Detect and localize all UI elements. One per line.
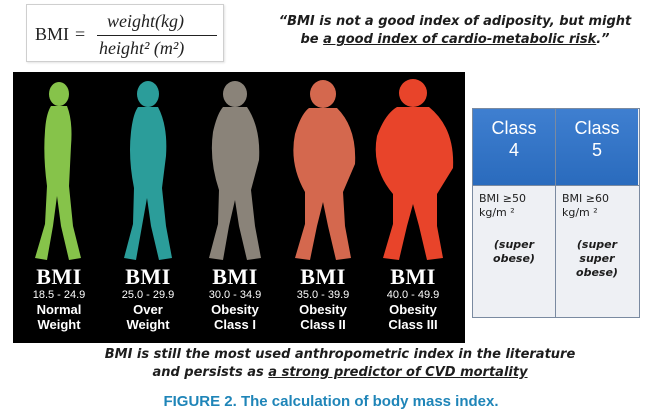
silhouette-obesity-class-3 xyxy=(375,79,454,260)
class-5-criterion: BMI ≥60 kg/m ² xyxy=(556,186,638,220)
figure-shape xyxy=(209,81,261,260)
class-5-criterion-line-2: kg/m ² xyxy=(562,206,598,219)
figure-shape xyxy=(293,80,356,260)
silhouette-over-weight xyxy=(124,81,172,260)
class-5-header-word: Class xyxy=(574,118,620,138)
bmi-range: 30.0 - 34.9 xyxy=(208,289,262,301)
class-4-header-word: Class xyxy=(491,118,537,138)
quote-line-1: “BMI is not a good index of adiposity, b… xyxy=(278,14,632,29)
bmi-heading: BMI xyxy=(390,264,436,289)
bmi-heading: BMI xyxy=(36,264,82,289)
label-obesity-class-1: BMI 30.0 - 34.9 Obesity Class I xyxy=(190,264,280,333)
class-4-description-line-1: (super xyxy=(493,238,535,251)
class-4-criterion-line-2: kg/m ² xyxy=(479,206,515,219)
quote-line-2: be a good index of cardio-metabolic risk… xyxy=(262,31,648,49)
formula-denominator: height² (m²) xyxy=(99,38,185,58)
class-5-description-line-1: (super xyxy=(576,238,618,251)
silhouette-head xyxy=(310,80,336,108)
label-over-weight: BMI 25.0 - 29.9 Over Weight xyxy=(103,264,193,333)
class-4-cell: BMI ≥50 kg/m ² (super obese) xyxy=(473,186,555,317)
extra-obesity-classes-table: Class 4 Class 5 BMI ≥50 kg/m ² (super ob… xyxy=(472,108,640,318)
figure-caption: FIGURE 2. The calculation of body mass i… xyxy=(163,393,499,410)
figure-shape xyxy=(375,79,454,260)
bmi-category-line-2: Weight xyxy=(126,317,170,332)
figure-shape xyxy=(35,82,81,260)
silhouette-obesity-class-1 xyxy=(209,81,261,260)
bmi-category-line-2: Class II xyxy=(300,317,346,332)
fraction-bar xyxy=(97,35,217,36)
label-obesity-class-3: BMI 40.0 - 49.9 Obesity Class III xyxy=(368,264,458,333)
silhouette-body xyxy=(124,107,172,260)
silhouette-normal-weight xyxy=(35,82,81,260)
silhouette-body xyxy=(209,107,261,260)
formula-equals: = xyxy=(75,24,86,44)
formula-lhs: BMI xyxy=(35,24,70,44)
bottom-statement-line-2: and persists as a strong predictor of CV… xyxy=(40,364,640,382)
bmi-category-line-2: Class III xyxy=(388,317,438,332)
silhouette-head xyxy=(399,79,427,107)
bmi-heading: BMI xyxy=(212,264,258,289)
bmi-heading: BMI xyxy=(125,264,171,289)
bmi-range: 35.0 - 39.9 xyxy=(296,289,350,301)
figure-shape xyxy=(124,81,172,260)
class-5-header-number: 5 xyxy=(591,140,602,160)
bmi-category-line-1: Obesity xyxy=(389,302,437,317)
class-4-criterion: BMI ≥50 kg/m ² xyxy=(473,186,555,220)
silhouette-head xyxy=(49,82,69,106)
bmi-category-line-1: Normal xyxy=(36,302,82,317)
class-5-description-line-2: super xyxy=(579,252,615,265)
class-4-description-line-2: obese) xyxy=(493,252,535,265)
bottom-statement: BMI is still the most used anthropometri… xyxy=(40,346,640,382)
silhouette-head xyxy=(223,81,247,107)
class-4-header: Class 4 xyxy=(473,109,555,185)
formula-numerator: weight(kg) xyxy=(107,11,184,31)
class-5-header: Class 5 xyxy=(556,109,638,185)
bmi-formula-box: BMI = weight(kg) height² (m²) xyxy=(26,4,224,62)
bottom-statement-underlined-text: a strong predictor of CVD mortality xyxy=(268,365,528,380)
label-obesity-class-2: BMI 35.0 - 39.9 Obesity Class II xyxy=(278,264,368,333)
label-normal-weight: BMI 18.5 - 24.9 Normal Weight xyxy=(14,264,104,333)
silhouette-body xyxy=(375,107,454,260)
bmi-category-line-1: Over xyxy=(133,302,163,317)
bmi-range: 40.0 - 49.9 xyxy=(386,289,440,301)
bmi-category-line-1: Obesity xyxy=(299,302,347,317)
class-4-header-number: 4 xyxy=(508,140,519,160)
bmi-category-line-2: Weight xyxy=(37,317,81,332)
bmi-range: 25.0 - 29.9 xyxy=(121,289,175,301)
adiposity-quote: “BMI is not a good index of adiposity, b… xyxy=(262,13,648,49)
table-column-divider xyxy=(555,109,556,317)
class-4-description: (super obese) xyxy=(473,238,555,266)
bottom-statement-line-2-prefix: and persists as xyxy=(152,365,269,380)
silhouette-obesity-class-2 xyxy=(293,80,356,260)
silhouette-body xyxy=(35,106,81,260)
class-4-criterion-line-1: BMI ≥50 xyxy=(479,192,526,205)
bmi-category-line-1: Obesity xyxy=(211,302,259,317)
bmi-heading: BMI xyxy=(300,264,346,289)
class-5-description-line-3: obese) xyxy=(576,266,618,279)
quote-underlined-text: a good index of cardio-metabolic risk xyxy=(323,32,597,47)
table-row-divider xyxy=(473,185,639,186)
quote-line-2-prefix: be xyxy=(300,32,324,47)
class-5-criterion-line-1: BMI ≥60 xyxy=(562,192,609,205)
silhouette-body xyxy=(293,108,356,260)
class-5-cell: BMI ≥60 kg/m ² (super super obese) xyxy=(556,186,638,317)
bmi-range: 18.5 - 24.9 xyxy=(32,289,86,301)
class-5-description: (super super obese) xyxy=(556,238,638,280)
bmi-category-line-2: Class I xyxy=(214,317,256,332)
quote-line-2-suffix: .” xyxy=(596,32,610,47)
bmi-silhouette-panel: BMI 18.5 - 24.9 Normal Weight BMI 25.0 -… xyxy=(13,72,465,343)
bottom-statement-line-1: BMI is still the most used anthropometri… xyxy=(104,347,576,362)
silhouette-head xyxy=(137,81,159,107)
